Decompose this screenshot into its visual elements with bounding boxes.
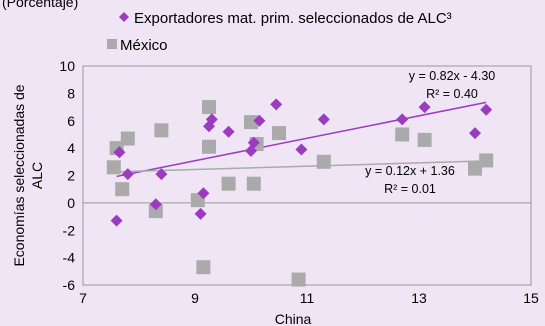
x-tick-label: 13 xyxy=(411,290,427,306)
chart-subtitle: (Porcentaje) xyxy=(2,0,78,10)
trendline-mexico xyxy=(116,160,487,173)
point-mexico xyxy=(244,115,258,130)
y-tick-label: -2 xyxy=(63,222,76,238)
point-exporters xyxy=(149,198,162,211)
legend-label-exporters: Exportadores mat. prim. seleccionados de… xyxy=(134,10,452,27)
point-mexico xyxy=(291,272,306,287)
point-exporters xyxy=(155,168,168,181)
y-axis: -6 -4 -2 0 2 4 6 8 10 xyxy=(59,58,75,293)
x-axis: 7 9 11 13 15 xyxy=(79,290,539,306)
r2-exporters: R² = 0.40 xyxy=(426,87,478,101)
y-tick-label: 0 xyxy=(67,195,75,211)
point-mexico xyxy=(316,154,331,169)
point-mexico xyxy=(120,131,135,146)
legend-label-mexico: México xyxy=(120,37,168,54)
point-exporters xyxy=(113,146,126,159)
point-mexico xyxy=(202,139,216,154)
point-exporters xyxy=(253,114,266,127)
point-exporters xyxy=(197,187,210,200)
point-exporters xyxy=(295,143,308,156)
r2-mexico: R² = 0.01 xyxy=(384,182,436,196)
x-tick-label: 9 xyxy=(191,290,199,306)
eq-mexico: y = 0.12x + 1.36 xyxy=(365,164,455,178)
y-tick-label: -6 xyxy=(63,277,76,293)
point-mexico xyxy=(246,176,261,191)
point-exporters xyxy=(396,113,409,126)
data-points xyxy=(106,98,494,287)
point-mexico xyxy=(468,161,482,176)
legend-marker-mexico xyxy=(107,39,117,49)
point-exporters xyxy=(222,125,235,138)
y-tick-label: 4 xyxy=(67,140,75,156)
point-mexico xyxy=(106,160,121,175)
y-axis-label: Economías seleccionadas de ALC xyxy=(11,84,45,266)
x-tick-label: 15 xyxy=(523,290,539,306)
point-mexico xyxy=(154,123,169,138)
eq-exporters: y = 0.82x - 4.30 xyxy=(409,69,496,83)
x-axis-label: China xyxy=(275,311,312,326)
x-tick-label: 11 xyxy=(300,290,315,306)
y-tick-label: 6 xyxy=(67,113,75,129)
point-mexico xyxy=(417,132,432,147)
y-tick-label: -4 xyxy=(63,250,76,266)
point-mexico xyxy=(272,126,286,141)
point-exporters xyxy=(270,98,283,111)
point-mexico xyxy=(221,176,236,191)
point-exporters xyxy=(317,113,330,126)
point-exporters xyxy=(194,207,207,220)
trendline-exporters xyxy=(116,101,487,178)
point-mexico xyxy=(202,100,216,115)
legend-marker-exporters xyxy=(119,12,129,22)
point-exporters xyxy=(247,136,260,149)
legend: Exportadores mat. prim. seleccionados de… xyxy=(107,10,452,54)
point-exporters xyxy=(121,168,134,181)
point-mexico xyxy=(395,127,410,142)
point-exporters xyxy=(110,214,123,227)
plot-area xyxy=(82,65,532,286)
point-mexico xyxy=(196,260,211,275)
x-tick-label: 7 xyxy=(79,290,87,306)
point-exporters xyxy=(205,113,218,126)
y-tick-label: 10 xyxy=(59,58,75,74)
point-mexico xyxy=(115,182,130,197)
trendlines xyxy=(116,101,487,178)
annotations: y = 0.82x - 4.30 R² = 0.40 y = 0.12x + 1… xyxy=(365,69,495,196)
point-exporters xyxy=(469,127,481,140)
y-tick-label: 2 xyxy=(67,168,75,184)
point-exporters xyxy=(418,101,431,114)
point-mexico xyxy=(148,204,163,219)
point-mexico xyxy=(479,153,494,168)
point-exporters xyxy=(480,103,493,116)
y-tick-label: 8 xyxy=(67,85,75,101)
